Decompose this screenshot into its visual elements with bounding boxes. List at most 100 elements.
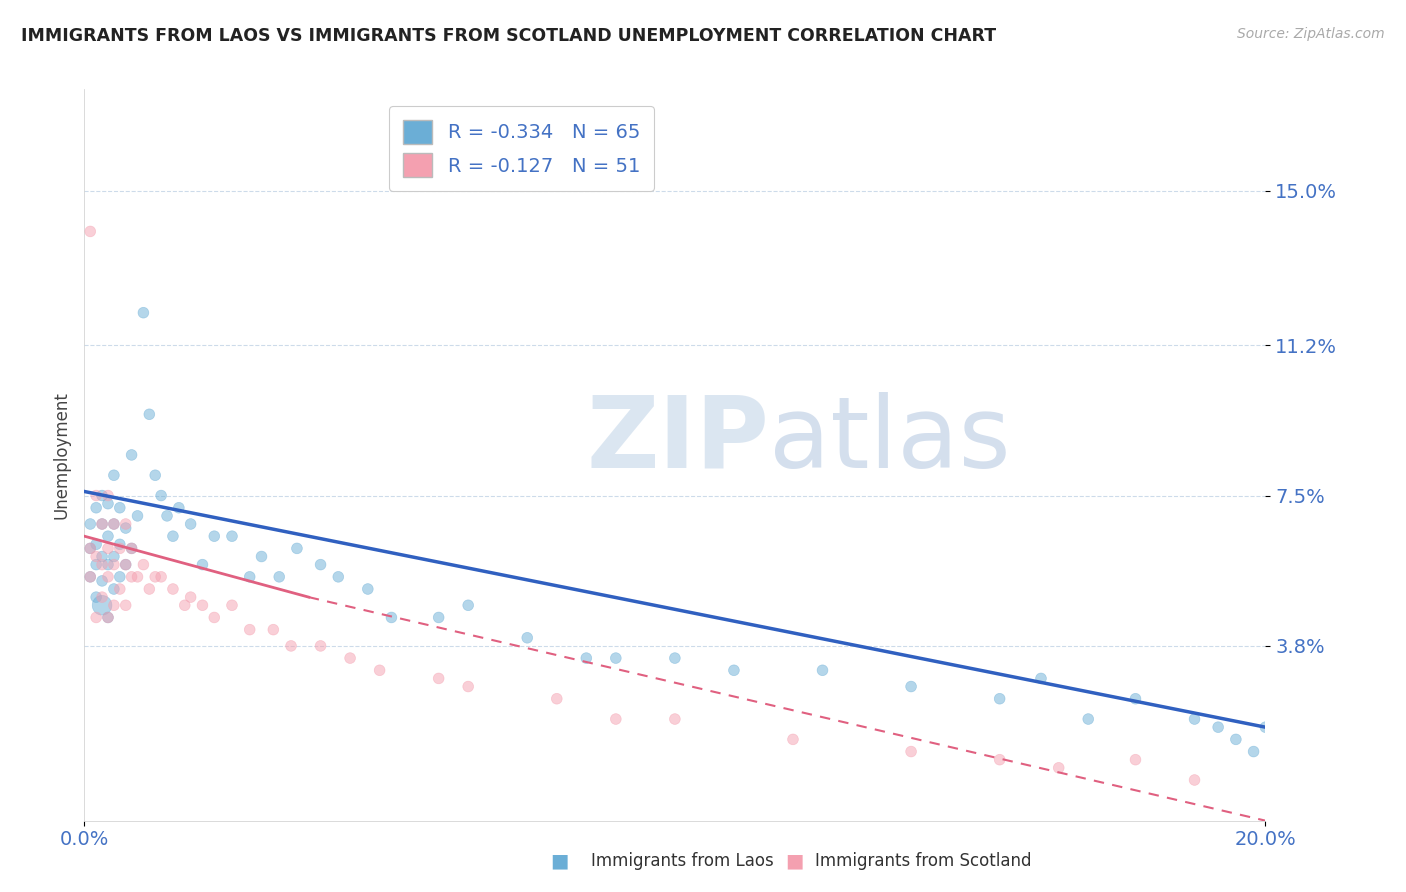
- Point: [1243, 745, 1265, 759]
- Text: ■: ■: [785, 851, 804, 871]
- Point: [121, 541, 143, 556]
- Point: [91, 516, 114, 531]
- Point: [988, 753, 1011, 767]
- Point: [250, 549, 273, 564]
- Point: [79, 570, 101, 584]
- Point: [132, 306, 155, 320]
- Point: [1029, 672, 1052, 686]
- Point: [79, 541, 101, 556]
- Point: [368, 663, 391, 677]
- Point: [127, 508, 149, 523]
- Point: [221, 529, 243, 543]
- Text: Immigrants from Scotland: Immigrants from Scotland: [815, 852, 1032, 870]
- Point: [143, 570, 166, 584]
- Point: [150, 570, 173, 584]
- Point: [162, 582, 184, 596]
- Point: [162, 529, 184, 543]
- Point: [138, 582, 160, 596]
- Point: [97, 497, 120, 511]
- Point: [91, 599, 114, 613]
- Text: ■: ■: [550, 851, 569, 871]
- Point: [380, 610, 402, 624]
- Point: [108, 537, 131, 551]
- Point: [239, 623, 262, 637]
- Point: [84, 590, 107, 604]
- Point: [108, 582, 131, 596]
- Point: [103, 549, 125, 564]
- Point: [103, 582, 125, 596]
- Point: [91, 549, 114, 564]
- Point: [988, 691, 1011, 706]
- Y-axis label: Unemployment: Unemployment: [52, 391, 70, 519]
- Point: [309, 558, 332, 572]
- Point: [127, 570, 149, 584]
- Point: [900, 745, 922, 759]
- Point: [1125, 753, 1147, 767]
- Point: [427, 672, 450, 686]
- Point: [79, 516, 101, 531]
- Point: [191, 599, 214, 613]
- Point: [1047, 761, 1070, 775]
- Point: [97, 541, 120, 556]
- Point: [108, 541, 131, 556]
- Point: [339, 651, 361, 665]
- Point: [457, 680, 479, 694]
- Point: [103, 599, 125, 613]
- Point: [143, 468, 166, 483]
- Point: [167, 500, 190, 515]
- Point: [84, 500, 107, 515]
- Point: [97, 558, 120, 572]
- Point: [262, 623, 284, 637]
- Point: [664, 651, 686, 665]
- Point: [605, 712, 627, 726]
- Point: [108, 500, 131, 515]
- Text: Source: ZipAtlas.com: Source: ZipAtlas.com: [1237, 27, 1385, 41]
- Point: [1184, 772, 1206, 787]
- Point: [180, 590, 202, 604]
- Point: [114, 516, 136, 531]
- Point: [1225, 732, 1247, 747]
- Point: [97, 529, 120, 543]
- Point: [280, 639, 302, 653]
- Point: [664, 712, 686, 726]
- Point: [121, 570, 143, 584]
- Text: ZIP: ZIP: [586, 392, 769, 489]
- Legend: R = -0.334   N = 65, R = -0.127   N = 51: R = -0.334 N = 65, R = -0.127 N = 51: [389, 106, 654, 191]
- Point: [103, 516, 125, 531]
- Point: [328, 570, 350, 584]
- Point: [900, 680, 922, 694]
- Point: [427, 610, 450, 624]
- Point: [309, 639, 332, 653]
- Point: [239, 570, 262, 584]
- Point: [121, 448, 143, 462]
- Point: [575, 651, 598, 665]
- Point: [121, 541, 143, 556]
- Point: [79, 224, 101, 238]
- Point: [191, 558, 214, 572]
- Point: [457, 599, 479, 613]
- Point: [84, 549, 107, 564]
- Point: [103, 468, 125, 483]
- Point: [114, 599, 136, 613]
- Point: [79, 541, 101, 556]
- Point: [285, 541, 308, 556]
- Point: [202, 529, 225, 543]
- Point: [1254, 720, 1277, 734]
- Point: [84, 537, 107, 551]
- Point: [357, 582, 380, 596]
- Point: [516, 631, 538, 645]
- Point: [782, 732, 804, 747]
- Point: [108, 570, 131, 584]
- Point: [723, 663, 745, 677]
- Text: Immigrants from Laos: Immigrants from Laos: [591, 852, 773, 870]
- Point: [138, 407, 160, 421]
- Point: [811, 663, 834, 677]
- Point: [97, 489, 120, 503]
- Point: [103, 516, 125, 531]
- Point: [114, 558, 136, 572]
- Point: [91, 590, 114, 604]
- Point: [91, 574, 114, 588]
- Point: [114, 558, 136, 572]
- Point: [84, 489, 107, 503]
- Point: [91, 558, 114, 572]
